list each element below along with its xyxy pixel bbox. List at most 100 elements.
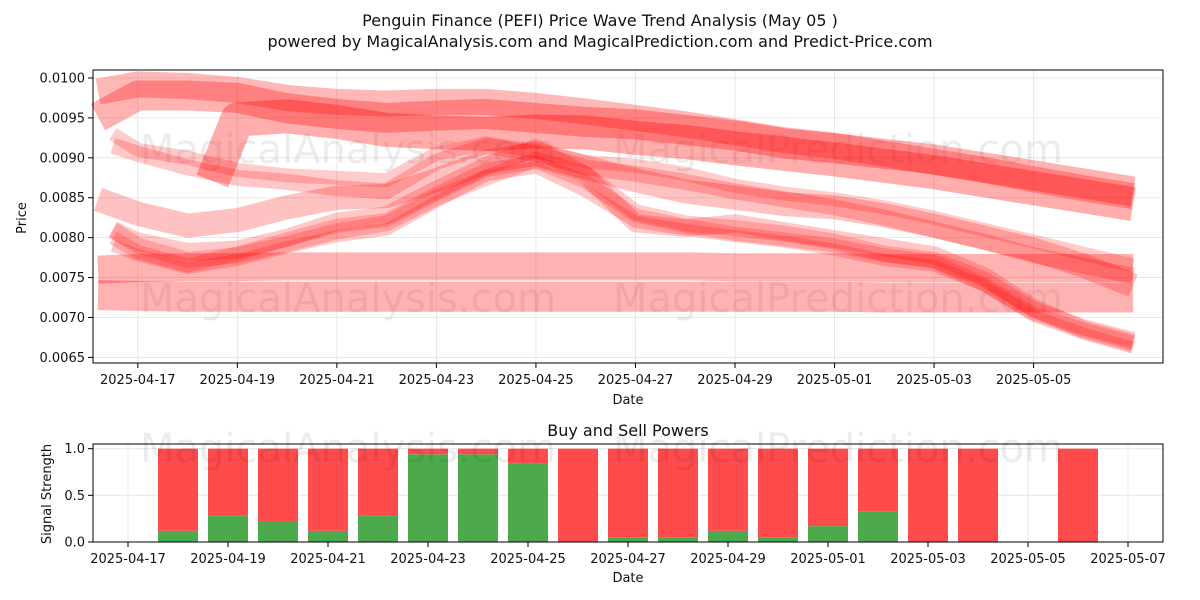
- price-band-wave-10: [108, 151, 1136, 348]
- power-x-tick-label: 2025-05-03: [890, 552, 966, 567]
- sell-bar: [258, 448, 298, 522]
- watermark: MagicalAnalysis.com: [140, 426, 556, 472]
- power-x-tick-label: 2025-04-21: [290, 552, 366, 567]
- buy-bar: [608, 537, 648, 542]
- price-watermarks: MagicalAnalysis.com MagicalPrediction.co…: [140, 127, 1063, 322]
- power-x-tick-label: 2025-05-05: [990, 552, 1066, 567]
- price-x-tick-label: 2025-05-05: [996, 373, 1072, 388]
- power-x-tick-label: 2025-04-19: [190, 552, 266, 567]
- sell-bar: [208, 448, 248, 516]
- buy-bar: [358, 515, 398, 542]
- sell-bar: [558, 448, 598, 542]
- power-x-tick-label: 2025-04-27: [590, 552, 666, 567]
- price-band-wave-12: [110, 161, 1135, 354]
- chart-title: Penguin Finance (PEFI) Price Wave Trend …: [362, 11, 838, 30]
- power-x-tick-label: 2025-04-17: [90, 552, 166, 567]
- buy-bar: [258, 521, 298, 542]
- price-x-tick-label: 2025-04-21: [299, 373, 375, 388]
- price-x-label: Date: [612, 393, 643, 408]
- buy-bar: [508, 463, 548, 542]
- price-band-wave-6: [110, 137, 1135, 284]
- price-x-tick-label: 2025-05-03: [896, 373, 972, 388]
- power-x-tick-label: 2025-04-29: [690, 552, 766, 567]
- watermark: MagicalAnalysis.com: [140, 127, 556, 173]
- sell-bar: [658, 448, 698, 538]
- price-x-tick-label: 2025-04-23: [399, 373, 475, 388]
- price-y-tick-label: 0.0070: [40, 311, 86, 326]
- buy-bar: [458, 454, 498, 542]
- power-x-tick-label: 2025-04-25: [490, 552, 566, 567]
- price-plot-frame: [92, 69, 1164, 364]
- price-y-tick-label: 0.0090: [40, 151, 86, 166]
- price-band-wave-3: [97, 252, 1134, 284]
- sell-bar: [908, 448, 948, 542]
- buy-bar: [658, 537, 698, 542]
- buy-bar: [408, 454, 448, 542]
- price-x-tick-label: 2025-04-19: [200, 373, 276, 388]
- watermark: MagicalPrediction.com: [613, 276, 1063, 322]
- price-x-tick-label: 2025-04-29: [697, 373, 773, 388]
- price-y-ticks: 0.0065 0.0070 0.0075 0.0080 0.0085 0.0090 0.00…: [40, 71, 93, 366]
- price-y-tick-label: 0.0065: [40, 351, 86, 366]
- price-y-tick-label: 0.0095: [40, 111, 86, 126]
- power-x-label: Date: [612, 571, 643, 586]
- price-x-ticks: 2025-04-17 2025-04-19 2025-04-21 2025-04-23…: [100, 363, 1071, 388]
- price-band-wave-7: [109, 128, 1135, 273]
- power-y-ticks: 0.0 0.5 1.0: [64, 442, 93, 551]
- price-band-wave-11: [109, 154, 1135, 350]
- price-chart: MagicalAnalysis.com MagicalPrediction.co…: [15, 69, 1164, 408]
- sell-bar: [1058, 448, 1098, 542]
- chart-subtitle: powered by MagicalAnalysis.com and Magic…: [267, 32, 932, 51]
- power-x-tick-label: 2025-05-01: [790, 552, 866, 567]
- sell-bar: [458, 448, 498, 455]
- watermark: MagicalPrediction.com: [613, 426, 1063, 472]
- sell-bar: [758, 448, 798, 538]
- price-band-wave-9: [109, 139, 1136, 352]
- sell-bar: [608, 448, 648, 538]
- price-grid: [93, 70, 1163, 363]
- price-bands: [90, 71, 1138, 354]
- power-y-tick-label: 1.0: [64, 442, 85, 457]
- power-bars: [158, 448, 1098, 542]
- price-y-tick-label: 0.0100: [40, 71, 86, 86]
- price-band-wave-1: [90, 80, 1136, 207]
- buy-bar: [708, 530, 748, 542]
- buy-bar: [858, 511, 898, 542]
- sell-bar: [408, 448, 448, 455]
- buy-bar: [808, 526, 848, 542]
- sell-bar: [858, 448, 898, 512]
- price-band-wave-4: [97, 280, 1134, 313]
- price-band-wave-8: [93, 141, 1138, 297]
- watermark: MagicalPrediction.com: [613, 127, 1063, 173]
- power-x-ticks: 2025-04-17 2025-04-19 2025-04-21 2025-04-23…: [90, 542, 1166, 567]
- sell-bar: [358, 448, 398, 516]
- buy-bar: [308, 530, 348, 542]
- price-band-wave-5: [196, 99, 1136, 221]
- power-x-tick-label: 2025-05-07: [1090, 552, 1166, 567]
- sell-bar: [308, 448, 348, 531]
- price-band-wave-2: [95, 71, 1136, 209]
- buy-bar: [208, 515, 248, 542]
- price-y-label: Price: [15, 202, 30, 234]
- price-y-tick-label: 0.0085: [40, 191, 86, 206]
- price-x-tick-label: 2025-05-01: [797, 373, 873, 388]
- power-y-label: Signal Strength: [40, 444, 55, 544]
- price-y-tick-label: 0.0080: [40, 231, 86, 246]
- price-x-tick-label: 2025-04-25: [498, 373, 574, 388]
- watermark: MagicalAnalysis.com: [140, 276, 556, 322]
- price-x-tick-label: 2025-04-17: [100, 373, 176, 388]
- power-title: Buy and Sell Powers: [547, 421, 709, 440]
- sell-bar: [708, 448, 748, 531]
- buy-bar: [158, 530, 198, 542]
- sell-bar: [958, 448, 998, 542]
- sell-bar: [808, 448, 848, 527]
- power-x-tick-label: 2025-04-23: [390, 552, 466, 567]
- buy-bar: [758, 537, 798, 542]
- price-y-tick-label: 0.0075: [40, 271, 86, 286]
- power-y-tick-label: 0.0: [64, 536, 85, 551]
- power-chart: Buy and Sell Powers MagicalAnalysis.com …: [40, 421, 1166, 586]
- power-y-tick-label: 0.5: [64, 489, 85, 504]
- sell-bar: [158, 448, 198, 531]
- sell-bar: [508, 448, 548, 464]
